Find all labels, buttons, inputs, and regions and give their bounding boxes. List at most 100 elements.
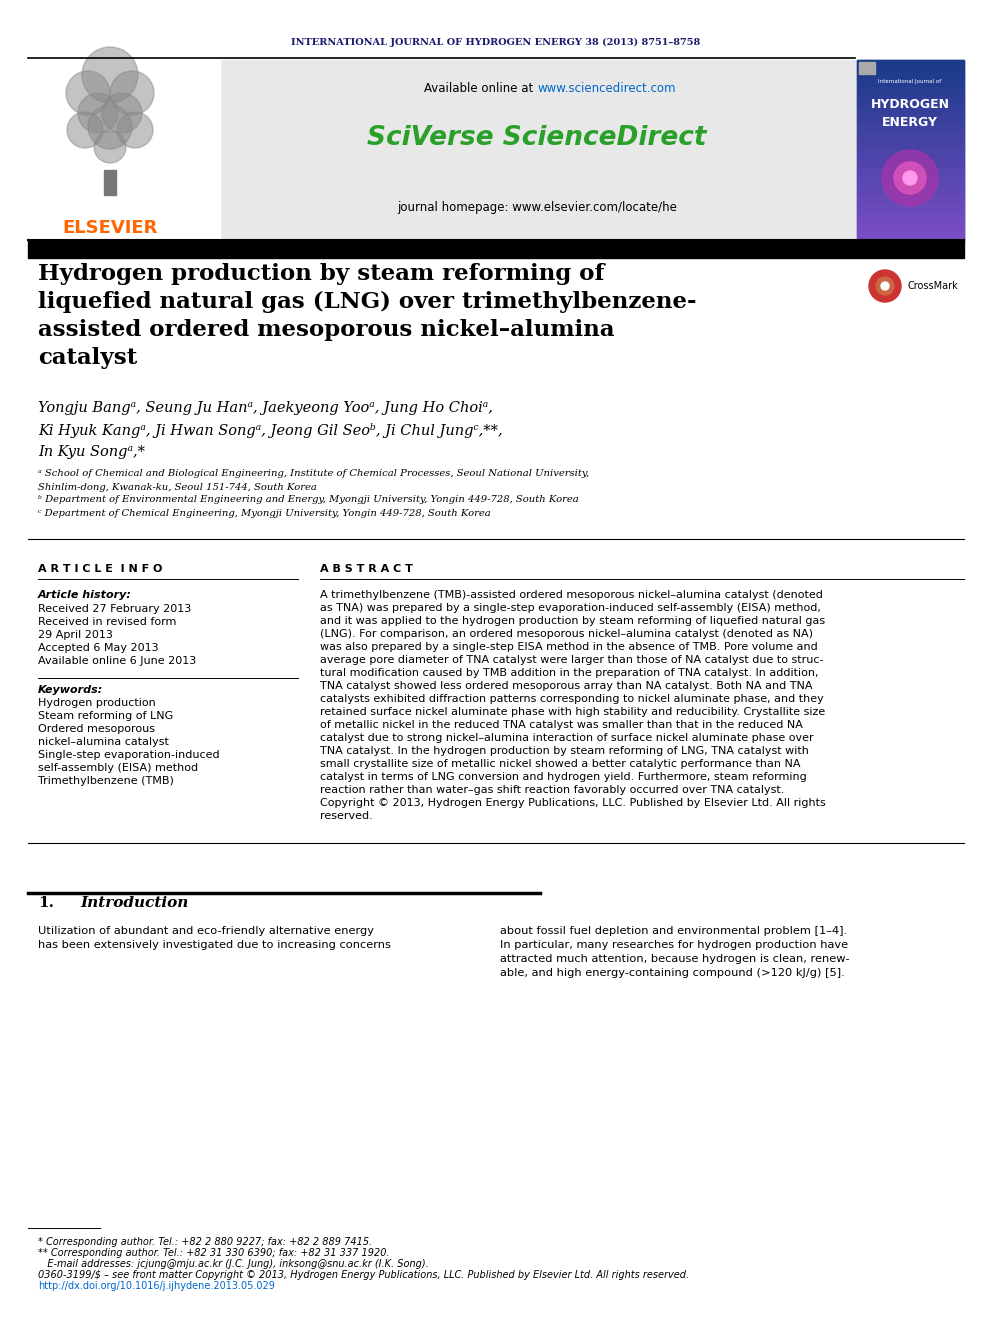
Text: www.sciencedirect.com: www.sciencedirect.com	[537, 82, 676, 94]
Text: http://dx.doi.org/10.1016/j.ijhydene.2013.05.029: http://dx.doi.org/10.1016/j.ijhydene.201…	[38, 1281, 275, 1291]
Circle shape	[94, 131, 126, 163]
Circle shape	[82, 48, 138, 103]
Text: as TNA) was prepared by a single-step evaporation-induced self-assembly (EISA) m: as TNA) was prepared by a single-step ev…	[320, 603, 820, 613]
Text: small crystallite size of metallic nickel showed a better catalytic performance : small crystallite size of metallic nicke…	[320, 759, 801, 769]
Text: average pore diameter of TNA catalyst were larger than those of NA catalyst due : average pore diameter of TNA catalyst we…	[320, 655, 823, 665]
Circle shape	[894, 161, 926, 194]
Bar	[857, 97, 964, 106]
Bar	[857, 204, 964, 214]
Text: TNA catalyst showed less ordered mesoporous array than NA catalyst. Both NA and : TNA catalyst showed less ordered mesopor…	[320, 681, 812, 691]
Text: In Kyu Songᵃ,*: In Kyu Songᵃ,*	[38, 445, 145, 459]
Text: self-assembly (EISA) method: self-assembly (EISA) method	[38, 763, 198, 773]
Bar	[857, 194, 964, 205]
Bar	[857, 123, 964, 134]
Text: Available online 6 June 2013: Available online 6 June 2013	[38, 656, 196, 665]
Text: ** Corresponding author. Tel.: +82 31 330 6390; fax: +82 31 337 1920.: ** Corresponding author. Tel.: +82 31 33…	[38, 1248, 390, 1258]
Bar	[857, 168, 964, 179]
Circle shape	[78, 93, 118, 134]
Bar	[857, 177, 964, 187]
Text: catalyst: catalyst	[38, 347, 137, 369]
Circle shape	[882, 149, 938, 206]
Text: ELSEVIER: ELSEVIER	[62, 220, 158, 237]
Bar	[857, 78, 964, 89]
Text: of metallic nickel in the reduced TNA catalyst was smaller than that in the redu: of metallic nickel in the reduced TNA ca…	[320, 720, 803, 730]
Text: tural modification caused by TMB addition in the preparation of TNA catalyst. In: tural modification caused by TMB additio…	[320, 668, 818, 677]
Text: able, and high energy-containing compound (>120 kJ/g) [5].: able, and high energy-containing compoun…	[500, 968, 845, 978]
Circle shape	[102, 93, 142, 134]
Text: CrossMark: CrossMark	[907, 280, 957, 291]
Text: Received in revised form: Received in revised form	[38, 617, 177, 627]
Bar	[857, 213, 964, 224]
Text: TNA catalyst. In the hydrogen production by steam reforming of LNG, TNA catalyst: TNA catalyst. In the hydrogen production…	[320, 746, 808, 755]
Text: has been extensively investigated due to increasing concerns: has been extensively investigated due to…	[38, 941, 391, 950]
Text: INTERNATIONAL JOURNAL OF HYDROGEN ENERGY 38 (2013) 8751–8758: INTERNATIONAL JOURNAL OF HYDROGEN ENERGY…	[292, 37, 700, 46]
Circle shape	[117, 112, 153, 148]
Bar	[857, 142, 964, 151]
Bar	[857, 60, 964, 239]
Text: Introduction: Introduction	[80, 896, 188, 910]
Bar	[28, 60, 220, 239]
Bar	[857, 187, 964, 196]
Circle shape	[88, 105, 132, 149]
Text: attracted much attention, because hydrogen is clean, renew-: attracted much attention, because hydrog…	[500, 954, 849, 964]
Text: catalysts exhibited diffraction patterns corresponding to nickel aluminate phase: catalysts exhibited diffraction patterns…	[320, 695, 823, 704]
Text: Utilization of abundant and eco-friendly alternative energy: Utilization of abundant and eco-friendly…	[38, 926, 374, 935]
Text: Article history:: Article history:	[38, 590, 132, 601]
Text: Ki Hyuk Kangᵃ, Ji Hwan Songᵃ, Jeong Gil Seoᵇ, Ji Chul Jungᶜ,**,: Ki Hyuk Kangᵃ, Ji Hwan Songᵃ, Jeong Gil …	[38, 422, 503, 438]
Text: liquefied natural gas (LNG) over trimethylbenzene-: liquefied natural gas (LNG) over trimeth…	[38, 291, 696, 314]
Bar	[857, 105, 964, 115]
Text: catalyst due to strong nickel–alumina interaction of surface nickel aluminate ph: catalyst due to strong nickel–alumina in…	[320, 733, 813, 744]
Bar	[857, 114, 964, 124]
Text: 29 April 2013: 29 April 2013	[38, 630, 113, 640]
Text: reserved.: reserved.	[320, 811, 373, 822]
Circle shape	[903, 171, 917, 185]
Text: International Journal of: International Journal of	[878, 79, 941, 85]
Circle shape	[876, 277, 894, 295]
Text: and it was applied to the hydrogen production by steam reforming of liquefied na: and it was applied to the hydrogen produ…	[320, 617, 825, 626]
Text: catalyst in terms of LNG conversion and hydrogen yield. Furthermore, steam refor: catalyst in terms of LNG conversion and …	[320, 773, 806, 782]
Text: Steam reforming of LNG: Steam reforming of LNG	[38, 710, 174, 721]
Text: Accepted 6 May 2013: Accepted 6 May 2013	[38, 643, 159, 654]
Text: assisted ordered mesoporous nickel–alumina: assisted ordered mesoporous nickel–alumi…	[38, 319, 614, 341]
Bar	[857, 159, 964, 169]
Text: Single-step evaporation-induced: Single-step evaporation-induced	[38, 750, 219, 759]
Text: ENERGY: ENERGY	[882, 115, 938, 128]
Text: reaction rather than water–gas shift reaction favorably occurred over TNA cataly: reaction rather than water–gas shift rea…	[320, 785, 785, 795]
Text: E-mail addresses: jcjung@mju.ac.kr (J.C. Jung), inksong@snu.ac.kr (I.K. Song).: E-mail addresses: jcjung@mju.ac.kr (J.C.…	[38, 1259, 429, 1269]
Circle shape	[881, 282, 889, 290]
Bar	[857, 222, 964, 232]
Text: Shinlim-dong, Kwanak-ku, Seoul 151-744, South Korea: Shinlim-dong, Kwanak-ku, Seoul 151-744, …	[38, 483, 316, 492]
Text: was also prepared by a single-step EISA method in the absence of TMB. Pore volum: was also prepared by a single-step EISA …	[320, 642, 817, 652]
Text: 0360-3199/$ – see front matter Copyright © 2013, Hydrogen Energy Publications, L: 0360-3199/$ – see front matter Copyright…	[38, 1270, 689, 1279]
Text: (LNG). For comparison, an ordered mesoporous nickel–alumina catalyst (denoted as: (LNG). For comparison, an ordered mesopo…	[320, 628, 813, 639]
Bar	[857, 149, 964, 160]
Bar	[857, 69, 964, 79]
Text: ᵃ School of Chemical and Biological Engineering, Institute of Chemical Processes: ᵃ School of Chemical and Biological Engi…	[38, 470, 589, 479]
Text: Trimethylbenzene (TMB): Trimethylbenzene (TMB)	[38, 777, 174, 786]
Text: about fossil fuel depletion and environmental problem [1–4].: about fossil fuel depletion and environm…	[500, 926, 847, 935]
Text: Copyright © 2013, Hydrogen Energy Publications, LLC. Published by Elsevier Ltd. : Copyright © 2013, Hydrogen Energy Public…	[320, 798, 825, 808]
Text: Hydrogen production by steam reforming of: Hydrogen production by steam reforming o…	[38, 263, 604, 284]
Text: Hydrogen production: Hydrogen production	[38, 699, 156, 708]
Text: ᵇ Department of Environmental Engineering and Energy, Myongji University, Yongin: ᵇ Department of Environmental Engineerin…	[38, 496, 578, 504]
Text: Yongju Bangᵃ, Seung Ju Hanᵃ, Jaekyeong Yooᵃ, Jung Ho Choiᵃ,: Yongju Bangᵃ, Seung Ju Hanᵃ, Jaekyeong Y…	[38, 401, 493, 415]
Text: A R T I C L E  I N F O: A R T I C L E I N F O	[38, 564, 163, 574]
Text: Keywords:: Keywords:	[38, 685, 103, 695]
Text: A B S T R A C T: A B S T R A C T	[320, 564, 413, 574]
Text: retained surface nickel aluminate phase with high stability and reducibility. Cr: retained surface nickel aluminate phase …	[320, 706, 825, 717]
Bar	[28, 239, 964, 258]
Text: In particular, many researches for hydrogen production have: In particular, many researches for hydro…	[500, 941, 848, 950]
Text: 1.: 1.	[38, 896, 54, 910]
Circle shape	[869, 270, 901, 302]
Bar	[859, 62, 875, 74]
Text: HYDROGEN: HYDROGEN	[871, 98, 949, 111]
Text: SciVerse ScienceDirect: SciVerse ScienceDirect	[367, 124, 706, 151]
Text: ᶜ Department of Chemical Engineering, Myongji University, Yongin 449-728, South : ᶜ Department of Chemical Engineering, My…	[38, 508, 491, 517]
Circle shape	[67, 112, 103, 148]
Circle shape	[66, 71, 110, 115]
Bar	[857, 132, 964, 142]
Text: * Corresponding author. Tel.: +82 2 880 9227; fax: +82 2 889 7415.: * Corresponding author. Tel.: +82 2 880 …	[38, 1237, 372, 1248]
Text: Received 27 February 2013: Received 27 February 2013	[38, 605, 191, 614]
Text: nickel–alumina catalyst: nickel–alumina catalyst	[38, 737, 169, 747]
Text: A trimethylbenzene (TMB)-assisted ordered mesoporous nickel–alumina catalyst (de: A trimethylbenzene (TMB)-assisted ordere…	[320, 590, 823, 601]
